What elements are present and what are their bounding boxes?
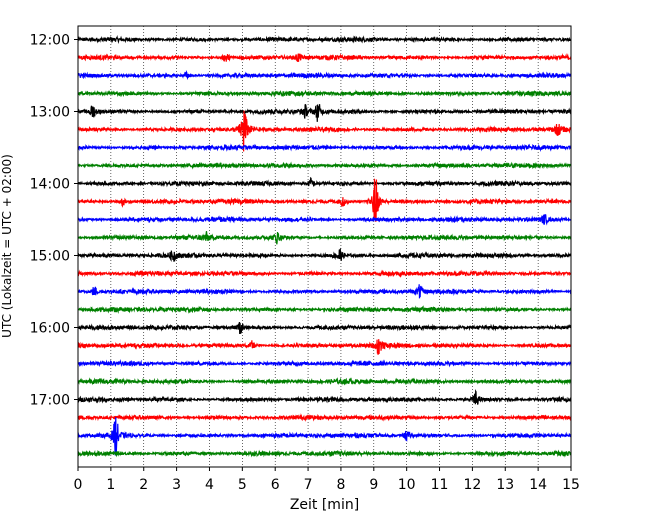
x-tick-label: 11 (431, 477, 449, 493)
trace-21 (77, 413, 572, 422)
y-tick-label: 13:00 (30, 105, 70, 121)
x-tick-label: 6 (271, 477, 280, 493)
traces-group (77, 35, 572, 458)
trace-7 (77, 161, 572, 170)
x-tick-label: 2 (139, 477, 148, 493)
y-axis-label: UTC (Lokalzeit = UTC + 02:00) (0, 154, 14, 338)
x-axis-label: Zeit [min] (290, 497, 359, 513)
trace-4 (77, 103, 572, 122)
trace-0 (77, 35, 572, 44)
x-tick-label: 15 (562, 477, 580, 493)
trace-16 (77, 322, 572, 334)
trace-18 (77, 359, 572, 368)
plot-frame (77, 25, 572, 468)
trace-2 (77, 69, 572, 81)
trace-12 (77, 247, 572, 263)
x-tick-label: 0 (74, 477, 83, 493)
trace-17 (77, 339, 572, 355)
x-tick-label: 8 (336, 477, 345, 493)
trace-10 (77, 214, 572, 226)
trace-15 (77, 305, 572, 314)
trace-6 (77, 143, 572, 152)
trace-9 (77, 178, 572, 222)
y-tick-label: 14:00 (30, 177, 70, 193)
x-tick-label: 9 (369, 477, 378, 493)
y-tick-label: 15:00 (30, 249, 70, 265)
y-axis-ticks: 12:00 13:00 14:00 15:00 16:00 17:00 (30, 33, 78, 409)
x-tick-label: 12 (463, 477, 481, 493)
trace-5 (77, 110, 572, 152)
trace-14 (77, 284, 572, 299)
x-tick-label: 3 (172, 477, 181, 493)
y-tick-label: 17:00 (30, 393, 70, 409)
x-tick-label: 5 (238, 477, 247, 493)
y-tick-label: 12:00 (30, 33, 70, 49)
trace-20 (77, 388, 572, 405)
trace-11 (77, 231, 572, 245)
trace-1 (77, 53, 572, 62)
x-tick-label: 10 (398, 477, 416, 493)
x-tick-label: 4 (205, 477, 214, 493)
trace-8 (77, 176, 572, 188)
y-tick-label: 16:00 (30, 321, 70, 337)
x-tick-label: 14 (529, 477, 547, 493)
x-tick-label: 13 (496, 477, 514, 493)
trace-13 (77, 269, 572, 278)
trace-22 (77, 417, 572, 456)
x-tick-label: 1 (106, 477, 115, 493)
trace-19 (77, 377, 572, 386)
trace-3 (77, 89, 572, 98)
x-tick-label: 7 (304, 477, 313, 493)
trace-23 (77, 449, 572, 458)
x-axis-ticks: 0 1 2 3 4 5 6 7 8 9 10 11 12 13 14 15 (74, 467, 580, 493)
